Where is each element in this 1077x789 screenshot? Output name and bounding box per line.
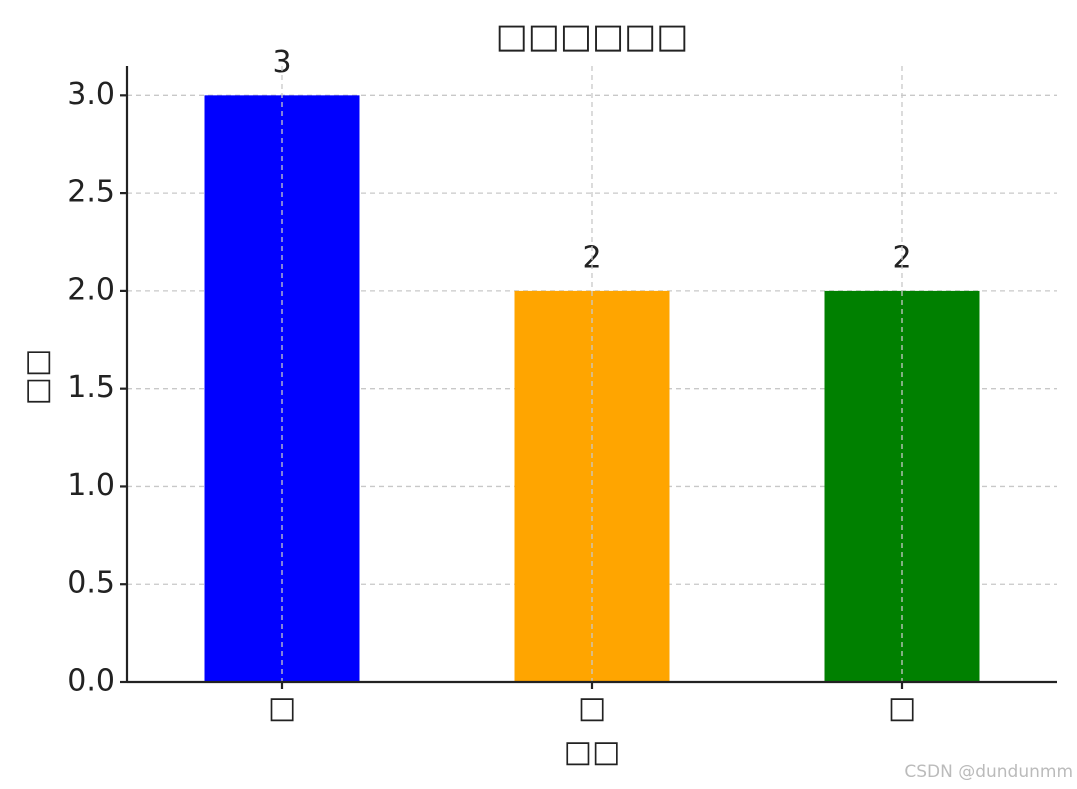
- watermark: CSDN @dundunmm: [904, 762, 1073, 782]
- x-axis-label: □□: [564, 735, 621, 770]
- x-tick-label: □: [268, 691, 296, 726]
- data-label: 3: [272, 45, 291, 80]
- y-tick-label: 0.5: [67, 566, 115, 601]
- x-tick-label: □: [888, 691, 916, 726]
- y-tick-label: 1.0: [67, 468, 115, 503]
- y-tick-label: 1.5: [67, 370, 115, 405]
- y-axis-label: □□: [20, 349, 55, 406]
- y-tick-label: 2.0: [67, 272, 115, 307]
- chart-title: □□□□□□: [496, 17, 689, 57]
- x-tick-label: □: [578, 691, 606, 726]
- y-tick-label: 0.0: [67, 664, 115, 699]
- y-tick-label: 3.0: [67, 77, 115, 112]
- y-tick-label: 2.5: [67, 175, 115, 210]
